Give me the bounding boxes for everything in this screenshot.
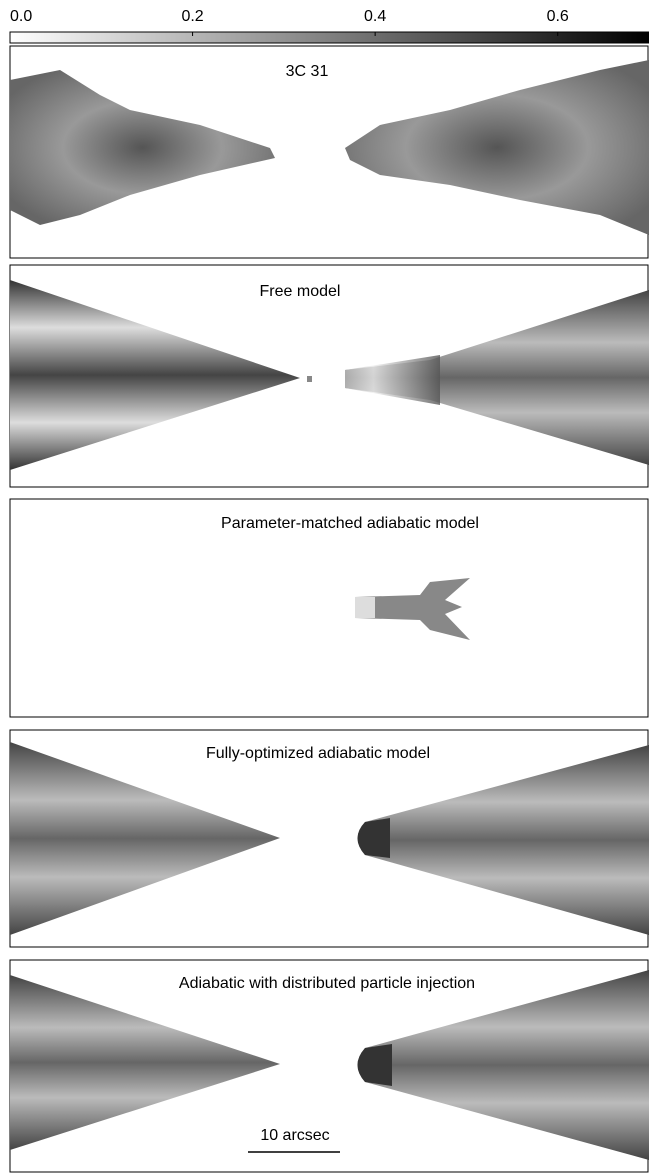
jet-image xyxy=(345,60,649,235)
jet-model xyxy=(345,290,649,465)
jet-model xyxy=(10,742,280,935)
jet-model xyxy=(10,280,300,470)
panel-title: Adiabatic with distributed particle inje… xyxy=(179,975,475,992)
jet-model xyxy=(357,1044,392,1086)
jet-model xyxy=(355,597,375,618)
colorbar-tick-label: 0.4 xyxy=(364,8,386,25)
panel-title: Parameter-matched adiabatic model xyxy=(221,515,479,532)
jet-image xyxy=(10,70,275,225)
scale-bar-label: 10 arcsec xyxy=(260,1127,329,1144)
colorbar-tick-label: 0.0 xyxy=(10,8,32,25)
jet-model xyxy=(10,975,280,1150)
jet-model xyxy=(345,355,440,405)
jet-model xyxy=(307,376,312,382)
colorbar-tick-label: 0.2 xyxy=(181,8,203,25)
colorbar xyxy=(9,31,649,44)
colorbar-tick-label: 0.6 xyxy=(547,8,569,25)
panel-title: 3C 31 xyxy=(286,63,329,80)
jet-model xyxy=(355,578,470,640)
jet-model xyxy=(357,970,649,1160)
jet-model xyxy=(357,818,390,858)
panel-title: Free model xyxy=(260,283,341,300)
panel-frame xyxy=(9,498,649,718)
panel-title: Fully-optimized adiabatic model xyxy=(206,745,430,762)
jet-model xyxy=(357,745,649,935)
